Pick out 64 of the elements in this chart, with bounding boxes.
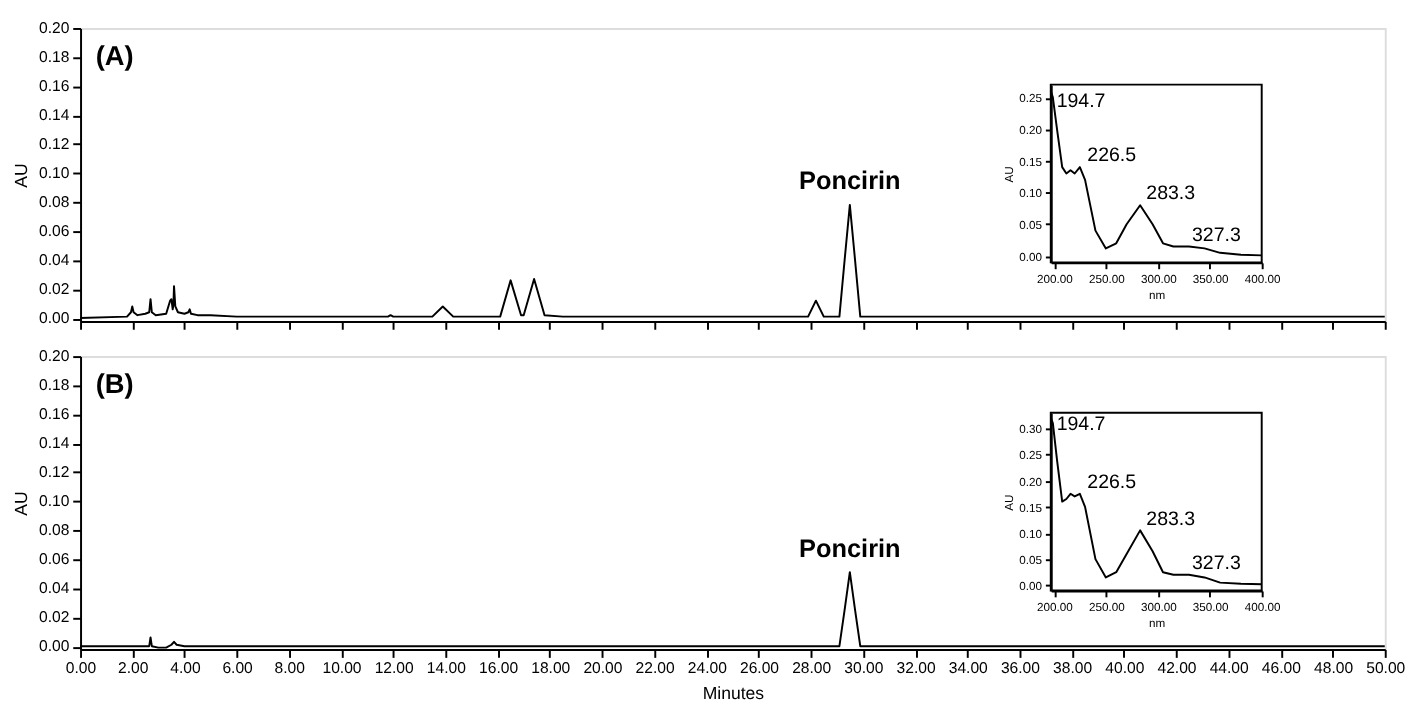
y-tick-label: 0.14 bbox=[38, 105, 71, 124]
annotation: 194.7 bbox=[1056, 414, 1106, 437]
x-tick-label: 14.00 bbox=[426, 659, 468, 678]
x-tick-label: 42.00 bbox=[1157, 659, 1198, 678]
annotation: 327.3 bbox=[1192, 224, 1241, 247]
x-tick-label: 48.00 bbox=[1314, 659, 1355, 678]
annotation: 327.3 bbox=[1192, 552, 1241, 575]
x-axis-title: Minutes bbox=[702, 682, 766, 703]
x-tick-label: 46.00 bbox=[1261, 659, 1303, 678]
x-tick-label: 36.00 bbox=[1000, 659, 1042, 678]
y-tick-label: 0.16 bbox=[38, 76, 70, 95]
y-tick-label: 0.06 bbox=[38, 221, 70, 240]
annotation: 194.7 bbox=[1056, 91, 1106, 114]
annotation: 283.3 bbox=[1146, 183, 1196, 206]
x-tick-label: 8.00 bbox=[274, 659, 307, 678]
y-tick-label: 0.18 bbox=[38, 376, 70, 395]
y-tick-label: 0.00 bbox=[38, 308, 71, 327]
x-tick-label: 38.00 bbox=[1053, 659, 1094, 678]
x-tick-label: 50.00 bbox=[1366, 659, 1407, 678]
annotation: Poncirin bbox=[799, 167, 901, 196]
x-tick-label: 0.00 bbox=[65, 659, 98, 678]
x-tick-label: 16.00 bbox=[479, 659, 520, 678]
annotation: 226.5 bbox=[1087, 471, 1138, 494]
y-tick-label: 0.10 bbox=[38, 492, 71, 511]
x-tick-label: 22.00 bbox=[635, 659, 676, 678]
y-tick-label: 0.10 bbox=[38, 163, 71, 182]
y-axis-title: AU bbox=[11, 491, 32, 516]
x-tick-label: 44.00 bbox=[1209, 659, 1250, 678]
y-tick-label: 0.06 bbox=[38, 550, 70, 569]
x-tick-label: 4.00 bbox=[170, 659, 202, 678]
y-tick-label: 0.14 bbox=[38, 434, 71, 453]
y-tick-label: 0.20 bbox=[38, 18, 71, 37]
y-tick-label: 0.08 bbox=[38, 521, 70, 540]
x-tick-label: 26.00 bbox=[739, 659, 781, 678]
annotation: (A) bbox=[95, 41, 134, 72]
y-tick-label: 0.00 bbox=[38, 637, 71, 656]
y-tick-label: 0.02 bbox=[38, 279, 70, 298]
x-tick-label: 32.00 bbox=[896, 659, 937, 678]
y-tick-label: 0.12 bbox=[38, 134, 70, 153]
annotation: Poncirin bbox=[799, 534, 901, 563]
x-tick-label: 10.00 bbox=[322, 659, 363, 678]
x-tick-label: 12.00 bbox=[374, 659, 416, 678]
x-tick-label: 6.00 bbox=[222, 659, 255, 678]
annotation: 283.3 bbox=[1146, 508, 1196, 531]
y-tick-label: 0.04 bbox=[38, 250, 71, 269]
line-series bbox=[1049, 90, 1263, 257]
y-tick-label: 0.04 bbox=[38, 579, 71, 598]
x-tick-label: 34.00 bbox=[948, 659, 990, 678]
y-tick-label: 0.12 bbox=[38, 463, 70, 482]
y-tick-label: 0.18 bbox=[38, 47, 70, 66]
x-tick-label: 40.00 bbox=[1105, 659, 1146, 678]
annotation: (B) bbox=[95, 369, 134, 400]
x-tick-label: 2.00 bbox=[118, 659, 150, 678]
y-tick-label: 0.16 bbox=[38, 405, 70, 424]
annotation: 226.5 bbox=[1087, 145, 1138, 168]
x-tick-label: 20.00 bbox=[583, 659, 624, 678]
y-tick-label: 0.02 bbox=[38, 608, 70, 627]
y-axis-title: AU bbox=[11, 163, 32, 188]
y-tick-label: 0.08 bbox=[38, 192, 70, 211]
x-tick-label: 30.00 bbox=[844, 659, 885, 678]
y-tick-label: 0.20 bbox=[38, 347, 71, 365]
x-tick-label: 18.00 bbox=[531, 659, 572, 678]
x-tick-label: 24.00 bbox=[687, 659, 729, 678]
x-tick-label: 28.00 bbox=[792, 659, 833, 678]
